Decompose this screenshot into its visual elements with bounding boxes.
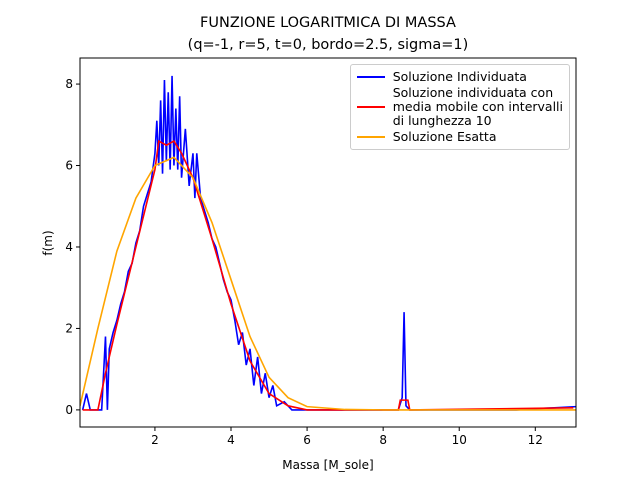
x-tick-label: 6 bbox=[303, 433, 311, 447]
x-axis-label: Massa [M_sole] bbox=[282, 458, 373, 472]
legend-entry: Soluzione Esatta bbox=[356, 129, 563, 144]
x-tick-label: 12 bbox=[528, 433, 543, 447]
series-line bbox=[81, 75, 576, 411]
y-axis-label: f(m) bbox=[41, 230, 55, 255]
x-tick-label: 2 bbox=[151, 433, 159, 447]
legend: Soluzione Individuata Soluzione individua… bbox=[349, 64, 570, 150]
legend-swatch bbox=[356, 76, 385, 78]
y-tick-label: 2 bbox=[65, 321, 73, 335]
y-tick-label: 0 bbox=[65, 403, 73, 417]
x-tick-label: 8 bbox=[379, 433, 387, 447]
series-line bbox=[82, 139, 574, 411]
legend-entry: Soluzione individuata con media mobile c… bbox=[356, 85, 563, 128]
x-tick-label: 10 bbox=[452, 433, 467, 447]
series-line bbox=[80, 156, 576, 411]
chart-title: FUNZIONE LOGARITMICA DI MASSA bbox=[200, 15, 456, 31]
y-tick-label: 6 bbox=[65, 159, 73, 173]
legend-label: Soluzione Individuata bbox=[392, 69, 527, 84]
y-tick-label: 4 bbox=[65, 240, 73, 254]
legend-entry: Soluzione Individuata bbox=[356, 69, 563, 84]
legend-label: Soluzione Esatta bbox=[392, 129, 497, 144]
legend-label: Soluzione individuata con media mobile c… bbox=[392, 85, 563, 128]
legend-swatch bbox=[356, 106, 385, 108]
x-tick-label: 4 bbox=[227, 433, 235, 447]
y-tick-label: 8 bbox=[65, 77, 73, 91]
legend-swatch bbox=[356, 136, 385, 138]
plot-frame bbox=[79, 57, 577, 428]
chart-subtitle: (q=-1, r=5, t=0, bordo=2.5, sigma=1) bbox=[188, 37, 469, 53]
